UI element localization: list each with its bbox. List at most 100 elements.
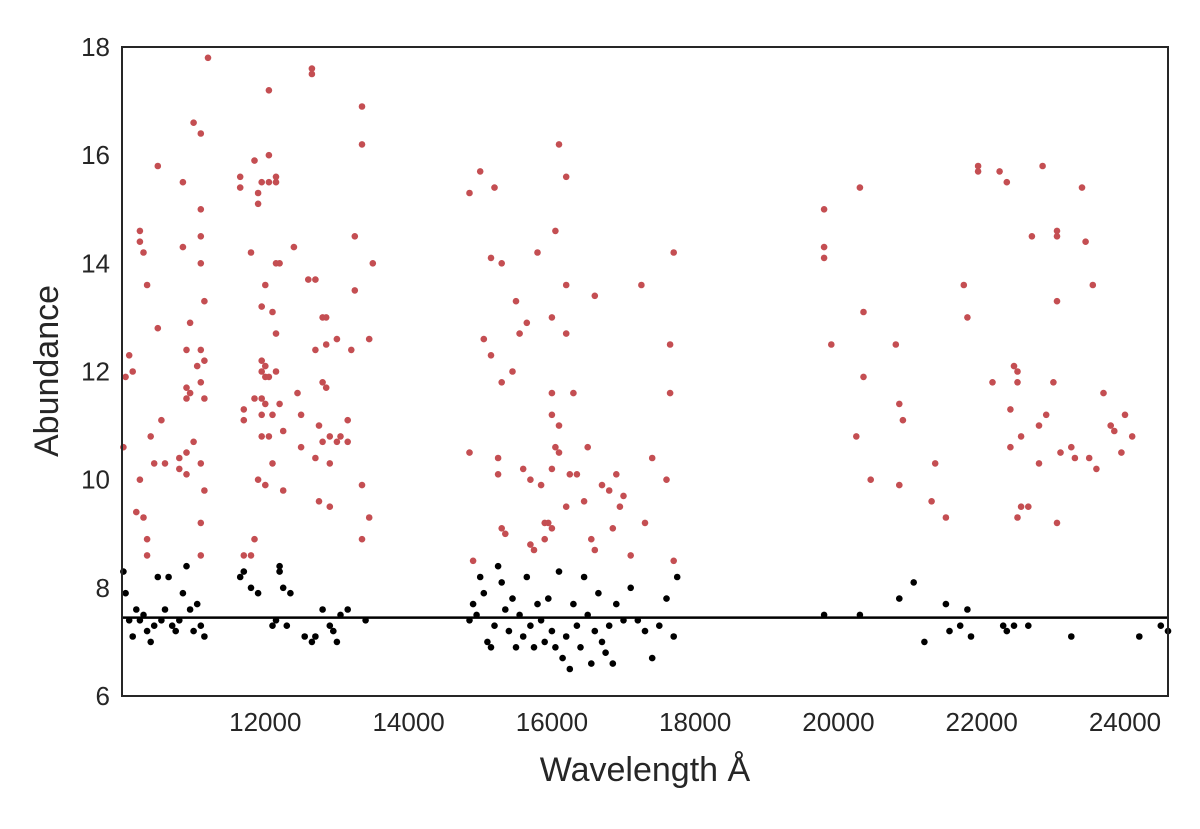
data-point-series-0-87 (279, 427, 287, 435)
data-point-series-0-138 (502, 530, 509, 538)
data-point-series-0-106 (322, 384, 330, 392)
data-point-series-0-125 (466, 189, 473, 197)
data-point-series-0-57 (254, 189, 262, 197)
data-point-series-1-108 (1010, 622, 1018, 629)
data-point-series-1-91 (648, 654, 656, 662)
data-point-series-1-112 (1157, 622, 1165, 629)
data-point-series-0-45 (197, 552, 205, 559)
data-point-series-0-242 (1118, 449, 1125, 456)
data-point-series-0-38 (197, 379, 205, 386)
data-point-series-0-11 (143, 535, 151, 543)
data-point-series-1-85 (609, 660, 617, 667)
data-point-series-1-62 (527, 622, 534, 629)
data-point-series-0-206 (964, 314, 971, 321)
data-point-series-0-172 (591, 546, 599, 554)
data-point-series-0-25 (183, 395, 190, 402)
data-point-series-0-227 (1053, 227, 1061, 235)
data-point-series-1-92 (656, 622, 663, 629)
data-point-series-0-224 (1039, 162, 1046, 170)
data-point-series-1-4 (133, 606, 140, 613)
data-point-series-0-86 (276, 400, 283, 408)
data-point-series-1-8 (147, 638, 154, 646)
data-point-series-0-211 (1003, 178, 1011, 186)
data-point-series-0-163 (562, 281, 570, 289)
data-point-series-0-168 (573, 471, 581, 478)
data-point-series-0-146 (530, 546, 538, 554)
data-point-series-0-129 (480, 335, 488, 343)
data-point-series-1-77 (580, 573, 588, 581)
y-tick-label-10: 10 (81, 465, 110, 495)
data-point-series-0-157 (552, 227, 559, 235)
data-point-series-0-142 (519, 465, 527, 473)
y-tick-label-6: 6 (96, 681, 110, 711)
data-point-series-0-52 (247, 249, 255, 256)
data-point-series-1-53 (494, 562, 502, 570)
data-point-series-0-100 (315, 498, 323, 505)
data-point-series-0-27 (183, 471, 190, 478)
data-point-series-0-95 (308, 70, 316, 78)
data-point-series-0-136 (498, 379, 506, 386)
data-point-series-0-160 (555, 422, 563, 429)
data-point-series-0-23 (183, 346, 190, 354)
data-point-series-0-109 (326, 503, 334, 511)
data-point-series-0-76 (265, 433, 273, 440)
data-point-series-0-105 (322, 341, 330, 348)
data-point-series-1-81 (595, 589, 602, 597)
data-point-series-0-161 (555, 449, 563, 456)
data-point-series-0-178 (616, 503, 624, 511)
data-point-series-0-164 (562, 330, 570, 337)
data-point-series-0-89 (290, 243, 298, 251)
data-point-series-0-18 (161, 460, 169, 467)
data-point-series-1-1 (122, 589, 129, 597)
data-point-series-0-28 (186, 319, 194, 327)
data-point-series-0-159 (555, 141, 563, 148)
data-point-series-1-37 (312, 633, 319, 640)
data-point-series-0-199 (896, 400, 903, 408)
data-point-series-0-216 (1014, 379, 1021, 386)
data-point-series-1-103 (956, 622, 964, 629)
data-point-series-1-82 (598, 638, 606, 646)
data-point-series-1-49 (480, 589, 488, 597)
data-point-series-0-111 (333, 438, 341, 446)
data-point-series-0-83 (272, 330, 280, 337)
data-point-series-0-54 (251, 157, 258, 164)
data-point-series-1-43 (344, 606, 352, 613)
data-point-series-0-140 (512, 297, 520, 305)
data-point-series-0-61 (258, 303, 266, 310)
data-point-series-1-30 (276, 568, 283, 575)
data-point-series-0-166 (566, 471, 574, 478)
data-point-series-0-155 (548, 465, 556, 473)
data-point-series-1-13 (165, 573, 172, 581)
data-point-series-1-35 (301, 633, 309, 640)
data-point-series-1-72 (562, 633, 570, 640)
data-point-series-0-31 (190, 438, 197, 446)
data-point-series-1-54 (498, 579, 506, 586)
data-point-series-0-148 (537, 481, 545, 489)
data-point-series-0-97 (312, 346, 319, 354)
data-point-series-1-94 (670, 633, 677, 640)
x-tick-label-20000: 20000 (802, 707, 874, 737)
data-point-series-1-48 (476, 573, 484, 581)
data-point-series-0-13 (147, 433, 154, 440)
x-tick-label-24000: 24000 (1089, 707, 1161, 737)
data-point-series-1-70 (555, 568, 563, 575)
x-tick-label-22000: 22000 (946, 707, 1018, 737)
data-point-series-1-32 (279, 584, 287, 592)
data-point-series-0-223 (1035, 460, 1043, 467)
data-point-series-0-221 (1028, 233, 1036, 240)
data-point-series-1-66 (541, 638, 548, 646)
data-point-series-0-233 (1071, 454, 1079, 462)
data-point-series-1-110 (1068, 633, 1075, 640)
data-point-series-0-179 (620, 492, 627, 500)
data-point-series-0-14 (150, 460, 158, 467)
data-point-series-0-234 (1078, 184, 1086, 191)
data-point-series-0-74 (265, 178, 273, 186)
data-point-series-1-80 (591, 627, 599, 635)
data-point-series-1-52 (491, 622, 498, 629)
data-point-series-1-73 (566, 665, 574, 673)
data-point-series-0-112 (337, 433, 344, 440)
data-point-series-1-83 (602, 649, 609, 656)
data-point-series-0-75 (265, 373, 273, 381)
data-point-series-0-99 (315, 422, 323, 429)
